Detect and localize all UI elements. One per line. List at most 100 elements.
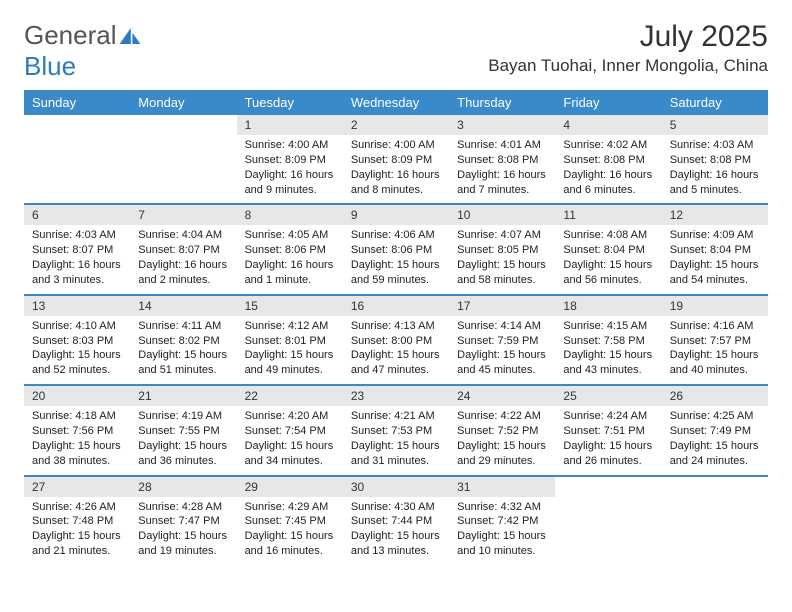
calendar-day-cell: 11Sunrise: 4:08 AMSunset: 8:04 PMDayligh… — [555, 204, 661, 294]
calendar-day-cell: 26Sunrise: 4:25 AMSunset: 7:49 PMDayligh… — [662, 385, 768, 475]
day-number: 15 — [237, 296, 343, 316]
day-details: Sunrise: 4:01 AMSunset: 8:08 PMDaylight:… — [449, 135, 555, 203]
calendar-day-cell: 20Sunrise: 4:18 AMSunset: 7:56 PMDayligh… — [24, 385, 130, 475]
calendar-day-cell: 12Sunrise: 4:09 AMSunset: 8:04 PMDayligh… — [662, 204, 768, 294]
day-number: 1 — [237, 115, 343, 135]
day-number: 31 — [449, 477, 555, 497]
calendar-day-cell: 23Sunrise: 4:21 AMSunset: 7:53 PMDayligh… — [343, 385, 449, 475]
calendar-day-cell: 7Sunrise: 4:04 AMSunset: 8:07 PMDaylight… — [130, 204, 236, 294]
day-details: Sunrise: 4:13 AMSunset: 8:00 PMDaylight:… — [343, 316, 449, 384]
calendar-day-cell: 15Sunrise: 4:12 AMSunset: 8:01 PMDayligh… — [237, 295, 343, 385]
day-header: Sunday — [24, 90, 130, 115]
day-header: Saturday — [662, 90, 768, 115]
day-header-row: SundayMondayTuesdayWednesdayThursdayFrid… — [24, 90, 768, 115]
day-number: 8 — [237, 205, 343, 225]
day-number: 5 — [662, 115, 768, 135]
calendar-day-cell: 13Sunrise: 4:10 AMSunset: 8:03 PMDayligh… — [24, 295, 130, 385]
calendar-day-cell: 29Sunrise: 4:29 AMSunset: 7:45 PMDayligh… — [237, 476, 343, 565]
day-header: Tuesday — [237, 90, 343, 115]
day-details: Sunrise: 4:12 AMSunset: 8:01 PMDaylight:… — [237, 316, 343, 384]
day-details: Sunrise: 4:11 AMSunset: 8:02 PMDaylight:… — [130, 316, 236, 384]
calendar-day-cell: 2Sunrise: 4:00 AMSunset: 8:09 PMDaylight… — [343, 115, 449, 204]
calendar-day-cell: 8Sunrise: 4:05 AMSunset: 8:06 PMDaylight… — [237, 204, 343, 294]
day-details: Sunrise: 4:00 AMSunset: 8:09 PMDaylight:… — [343, 135, 449, 203]
day-details: Sunrise: 4:29 AMSunset: 7:45 PMDaylight:… — [237, 497, 343, 565]
day-details: Sunrise: 4:26 AMSunset: 7:48 PMDaylight:… — [24, 497, 130, 565]
calendar-day-cell: 5Sunrise: 4:03 AMSunset: 8:08 PMDaylight… — [662, 115, 768, 204]
calendar-day-cell: 30Sunrise: 4:30 AMSunset: 7:44 PMDayligh… — [343, 476, 449, 565]
day-number: 23 — [343, 386, 449, 406]
calendar-week-row: 1Sunrise: 4:00 AMSunset: 8:09 PMDaylight… — [24, 115, 768, 204]
month-title: July 2025 — [488, 20, 768, 54]
calendar-body: 1Sunrise: 4:00 AMSunset: 8:09 PMDaylight… — [24, 115, 768, 565]
day-number: 22 — [237, 386, 343, 406]
day-details: Sunrise: 4:30 AMSunset: 7:44 PMDaylight:… — [343, 497, 449, 565]
day-header: Thursday — [449, 90, 555, 115]
day-number: 14 — [130, 296, 236, 316]
day-number: 27 — [24, 477, 130, 497]
calendar-day-cell: 6Sunrise: 4:03 AMSunset: 8:07 PMDaylight… — [24, 204, 130, 294]
calendar-day-cell — [130, 115, 236, 204]
calendar-day-cell: 22Sunrise: 4:20 AMSunset: 7:54 PMDayligh… — [237, 385, 343, 475]
day-details: Sunrise: 4:22 AMSunset: 7:52 PMDaylight:… — [449, 406, 555, 474]
calendar-table: SundayMondayTuesdayWednesdayThursdayFrid… — [24, 90, 768, 565]
day-details: Sunrise: 4:32 AMSunset: 7:42 PMDaylight:… — [449, 497, 555, 565]
calendar-day-cell — [555, 476, 661, 565]
page-header: GeneralBlue July 2025 Bayan Tuohai, Inne… — [24, 20, 768, 82]
day-number: 10 — [449, 205, 555, 225]
day-details: Sunrise: 4:24 AMSunset: 7:51 PMDaylight:… — [555, 406, 661, 474]
logo-text-1: General — [24, 20, 117, 50]
calendar-day-cell — [662, 476, 768, 565]
day-details: Sunrise: 4:09 AMSunset: 8:04 PMDaylight:… — [662, 225, 768, 293]
day-details: Sunrise: 4:15 AMSunset: 7:58 PMDaylight:… — [555, 316, 661, 384]
day-number: 13 — [24, 296, 130, 316]
day-details: Sunrise: 4:08 AMSunset: 8:04 PMDaylight:… — [555, 225, 661, 293]
day-details: Sunrise: 4:14 AMSunset: 7:59 PMDaylight:… — [449, 316, 555, 384]
calendar-week-row: 6Sunrise: 4:03 AMSunset: 8:07 PMDaylight… — [24, 204, 768, 294]
calendar-day-cell: 17Sunrise: 4:14 AMSunset: 7:59 PMDayligh… — [449, 295, 555, 385]
day-details: Sunrise: 4:02 AMSunset: 8:08 PMDaylight:… — [555, 135, 661, 203]
day-details: Sunrise: 4:00 AMSunset: 8:09 PMDaylight:… — [237, 135, 343, 203]
day-number: 7 — [130, 205, 236, 225]
calendar-day-cell: 18Sunrise: 4:15 AMSunset: 7:58 PMDayligh… — [555, 295, 661, 385]
day-details: Sunrise: 4:04 AMSunset: 8:07 PMDaylight:… — [130, 225, 236, 293]
calendar-day-cell: 24Sunrise: 4:22 AMSunset: 7:52 PMDayligh… — [449, 385, 555, 475]
day-number: 25 — [555, 386, 661, 406]
day-details: Sunrise: 4:20 AMSunset: 7:54 PMDaylight:… — [237, 406, 343, 474]
calendar-day-cell: 28Sunrise: 4:28 AMSunset: 7:47 PMDayligh… — [130, 476, 236, 565]
day-details: Sunrise: 4:03 AMSunset: 8:07 PMDaylight:… — [24, 225, 130, 293]
day-details: Sunrise: 4:07 AMSunset: 8:05 PMDaylight:… — [449, 225, 555, 293]
day-number: 29 — [237, 477, 343, 497]
title-block: July 2025 Bayan Tuohai, Inner Mongolia, … — [488, 20, 768, 76]
day-number: 12 — [662, 205, 768, 225]
calendar-day-cell: 3Sunrise: 4:01 AMSunset: 8:08 PMDaylight… — [449, 115, 555, 204]
day-number: 3 — [449, 115, 555, 135]
calendar-day-cell — [24, 115, 130, 204]
day-number: 30 — [343, 477, 449, 497]
day-number: 2 — [343, 115, 449, 135]
calendar-day-cell: 1Sunrise: 4:00 AMSunset: 8:09 PMDaylight… — [237, 115, 343, 204]
day-number: 16 — [343, 296, 449, 316]
calendar-week-row: 27Sunrise: 4:26 AMSunset: 7:48 PMDayligh… — [24, 476, 768, 565]
calendar-day-cell: 27Sunrise: 4:26 AMSunset: 7:48 PMDayligh… — [24, 476, 130, 565]
calendar-week-row: 13Sunrise: 4:10 AMSunset: 8:03 PMDayligh… — [24, 295, 768, 385]
location-text: Bayan Tuohai, Inner Mongolia, China — [488, 56, 768, 76]
day-details: Sunrise: 4:16 AMSunset: 7:57 PMDaylight:… — [662, 316, 768, 384]
calendar-day-cell: 25Sunrise: 4:24 AMSunset: 7:51 PMDayligh… — [555, 385, 661, 475]
day-number: 4 — [555, 115, 661, 135]
day-details: Sunrise: 4:03 AMSunset: 8:08 PMDaylight:… — [662, 135, 768, 203]
calendar-day-cell: 14Sunrise: 4:11 AMSunset: 8:02 PMDayligh… — [130, 295, 236, 385]
day-details: Sunrise: 4:06 AMSunset: 8:06 PMDaylight:… — [343, 225, 449, 293]
day-number: 24 — [449, 386, 555, 406]
day-number: 17 — [449, 296, 555, 316]
day-details: Sunrise: 4:28 AMSunset: 7:47 PMDaylight:… — [130, 497, 236, 565]
logo-sail-icon — [119, 28, 141, 44]
day-header: Monday — [130, 90, 236, 115]
day-number: 11 — [555, 205, 661, 225]
calendar-day-cell: 19Sunrise: 4:16 AMSunset: 7:57 PMDayligh… — [662, 295, 768, 385]
day-number: 21 — [130, 386, 236, 406]
calendar-day-cell: 4Sunrise: 4:02 AMSunset: 8:08 PMDaylight… — [555, 115, 661, 204]
day-number: 18 — [555, 296, 661, 316]
calendar-day-cell: 31Sunrise: 4:32 AMSunset: 7:42 PMDayligh… — [449, 476, 555, 565]
calendar-day-cell: 21Sunrise: 4:19 AMSunset: 7:55 PMDayligh… — [130, 385, 236, 475]
